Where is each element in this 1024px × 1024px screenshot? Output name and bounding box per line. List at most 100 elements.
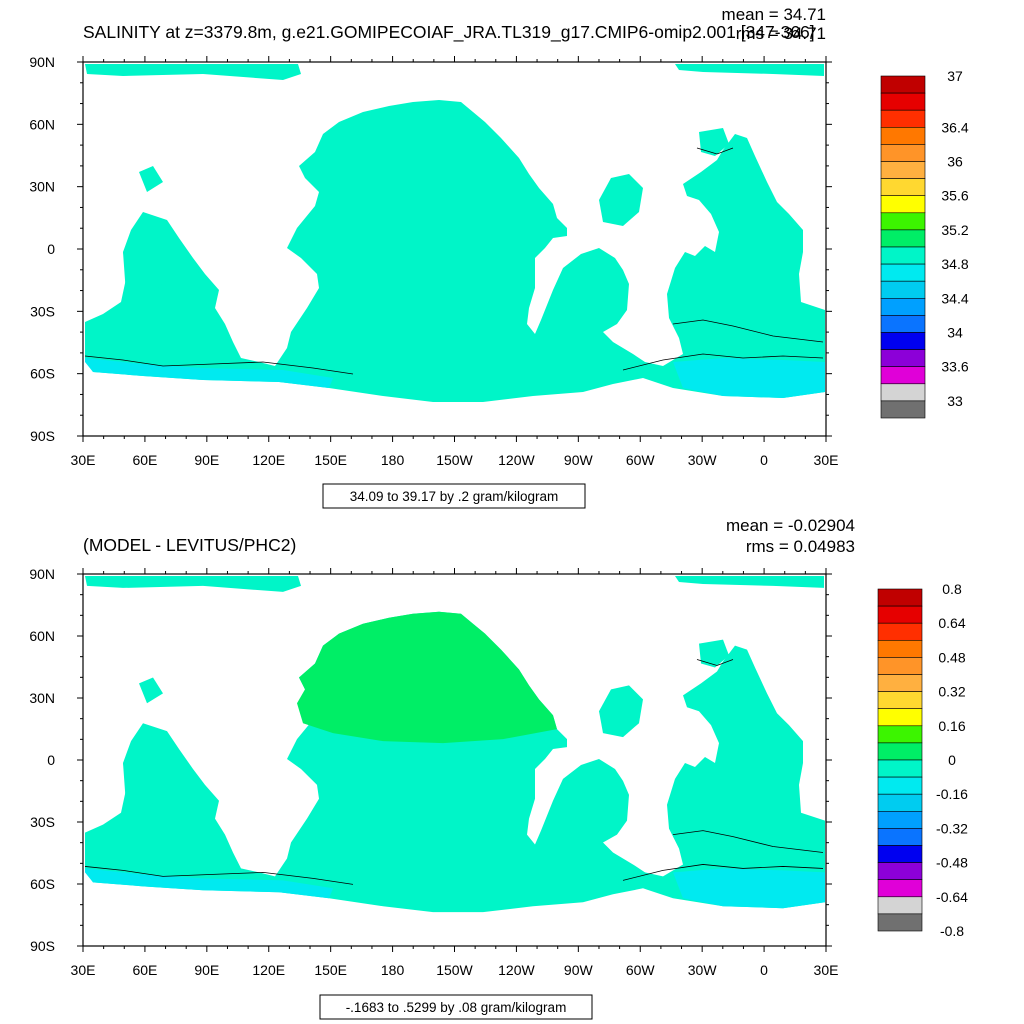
x-tick-label: 90E	[194, 452, 219, 468]
contour-line	[672, 319, 824, 343]
colorbar-swatch	[880, 92, 926, 111]
bottom-mean-stat: mean = -0.02904	[726, 516, 855, 535]
y-tick-label: 90S	[30, 938, 55, 954]
x-tick-label: 180	[381, 452, 405, 468]
colorbar-label: 33	[947, 393, 963, 409]
colorbar-swatch	[877, 913, 923, 932]
top-ocean-field	[84, 64, 825, 402]
colorbar-swatch	[880, 127, 926, 145]
contour-line	[84, 866, 354, 885]
y-tick-label: 60N	[29, 116, 55, 132]
y-tick-label: 60S	[30, 876, 55, 892]
colorbar-swatch	[880, 280, 926, 299]
colorbar-label: -0.16	[936, 786, 968, 802]
colorbar-label: 0.48	[938, 649, 965, 665]
ocean-basin	[699, 128, 729, 156]
contour-line	[84, 355, 354, 375]
x-tick-label: 150W	[436, 962, 473, 978]
x-tick-label: 60W	[626, 962, 656, 978]
colorbar-swatch	[880, 212, 926, 231]
colorbar-swatch	[877, 793, 923, 812]
contour-line	[696, 147, 734, 155]
colorbar-swatch	[877, 657, 923, 675]
top-range-label: 34.09 to 39.17 by .2 gram/kilogram	[350, 489, 559, 504]
colorbar-label: 0.8	[942, 581, 962, 597]
y-tick-label: 0	[47, 752, 55, 768]
colorbar-label: -0.32	[936, 820, 968, 836]
southern-ocean-field	[85, 358, 825, 398]
colorbar-swatch	[880, 144, 926, 162]
x-tick-label: 90W	[564, 452, 594, 468]
colorbar-swatch	[880, 178, 926, 197]
colorbar-label: 34.4	[941, 290, 968, 306]
y-tick-label: 90N	[29, 54, 55, 70]
colorbar-swatch	[880, 195, 926, 214]
bottom-range-box	[319, 994, 593, 1020]
top-chart-title: SALINITY at z=3379.8m, g.e21.GOMIPECOIAF…	[83, 22, 815, 43]
x-tick-label: 30E	[71, 452, 96, 468]
ocean-basin	[85, 64, 301, 80]
top-rms-stat: rms = 34.71	[736, 24, 826, 43]
x-tick-label: 60W	[626, 452, 656, 468]
contour-line	[622, 864, 824, 881]
x-tick-label: 60E	[132, 962, 157, 978]
x-tick-label: 30W	[688, 452, 718, 468]
ocean-basin	[85, 575, 301, 592]
colorbar-swatch	[877, 622, 923, 641]
colorbar-swatch	[877, 896, 923, 915]
y-tick-label: 30N	[29, 690, 55, 706]
colorbar-swatch	[880, 109, 926, 128]
colorbar-swatch	[877, 810, 923, 829]
contour-line	[696, 659, 734, 666]
bottom-axis-ticks: 30E 60E 90E 120E 150E 180 150W 120W 90W 60W 30W 0 30…	[29, 566, 838, 978]
x-tick-label: 120W	[498, 962, 535, 978]
colorbar-swatch	[877, 691, 923, 709]
colorbar-swatch	[877, 742, 923, 761]
colorbar-label: 0.32	[938, 684, 965, 700]
colorbar-swatch	[880, 315, 926, 333]
north-pacific-field	[297, 611, 557, 744]
y-tick-label: 30S	[30, 814, 55, 830]
y-tick-label: 0	[47, 241, 55, 257]
colorbar-swatch	[880, 246, 926, 265]
colorbar-swatch	[877, 776, 923, 795]
ocean-region	[84, 575, 825, 913]
x-tick-label: 150W	[436, 452, 473, 468]
difference-panel: (MODEL - LEVITUS/PHC2) mean = -0.02904 r…	[29, 516, 968, 1020]
salinity-panel: SALINITY at z=3379.8m, g.e21.GOMIPECOIAF…	[29, 5, 969, 509]
top-range-box	[322, 483, 586, 509]
ocean-basin	[675, 64, 824, 76]
colorbar-swatch	[880, 332, 926, 350]
x-tick-label: 120E	[252, 452, 285, 468]
contour-line	[672, 830, 824, 853]
colorbar-swatch	[880, 297, 926, 316]
colorbar-label: -0.8	[940, 923, 964, 939]
x-tick-label: 120W	[498, 452, 535, 468]
y-tick-label: 90N	[29, 566, 55, 582]
colorbar-swatch	[877, 725, 923, 744]
bottom-colorbar: 0.8 0.64 0.48 0.32 0.16 0 -0.16 -0.32 -0.48 -0.64…	[877, 581, 968, 939]
ocean-basin	[139, 677, 163, 704]
colorbar-swatch	[877, 759, 923, 778]
colorbar-swatch	[880, 400, 926, 419]
y-tick-label: 60S	[30, 366, 55, 382]
x-tick-label: 60E	[132, 452, 157, 468]
colorbar-label: 0.64	[938, 615, 965, 631]
x-tick-label: 150E	[314, 452, 347, 468]
southern-ocean-field	[85, 868, 825, 909]
ocean-basin	[123, 741, 211, 819]
bottom-rms-stat: rms = 0.04983	[746, 537, 855, 556]
x-tick-label: 150E	[314, 962, 347, 978]
colorbar-label: 34.8	[941, 256, 968, 272]
bottom-range-label: -.1683 to .5299 by .08 gram/kilogram	[346, 1000, 567, 1015]
colorbar-swatch	[877, 588, 923, 607]
colorbar-swatch	[877, 828, 923, 846]
colorbar-label: 0	[948, 752, 956, 768]
x-tick-label: 30W	[688, 962, 718, 978]
y-tick-label: 30S	[30, 303, 55, 319]
ocean-basin	[599, 174, 643, 226]
ocean-basin	[699, 639, 729, 668]
colorbar-swatch	[877, 845, 923, 863]
colorbar-label: 36	[947, 154, 963, 170]
